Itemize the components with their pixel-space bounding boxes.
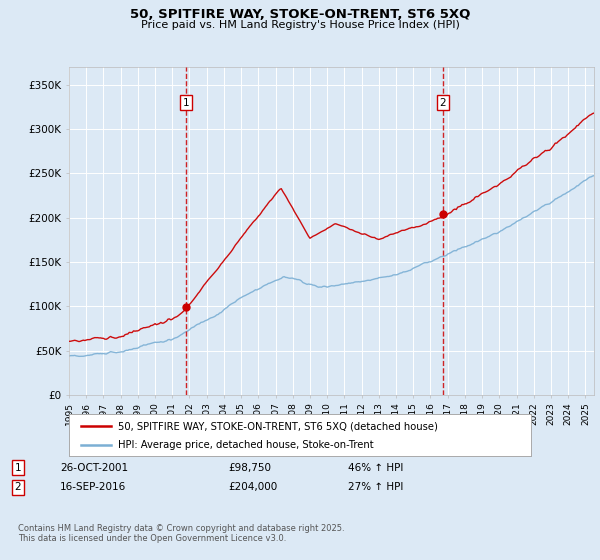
Text: 1: 1: [183, 97, 190, 108]
Text: HPI: Average price, detached house, Stoke-on-Trent: HPI: Average price, detached house, Stok…: [118, 440, 373, 450]
Text: 27% ↑ HPI: 27% ↑ HPI: [348, 482, 403, 492]
Text: 50, SPITFIRE WAY, STOKE-ON-TRENT, ST6 5XQ: 50, SPITFIRE WAY, STOKE-ON-TRENT, ST6 5X…: [130, 8, 470, 21]
Text: Price paid vs. HM Land Registry's House Price Index (HPI): Price paid vs. HM Land Registry's House …: [140, 20, 460, 30]
Text: 26-OCT-2001: 26-OCT-2001: [60, 463, 128, 473]
Text: £98,750: £98,750: [228, 463, 271, 473]
Text: 1: 1: [14, 463, 22, 473]
Text: 2: 2: [439, 97, 446, 108]
Text: £204,000: £204,000: [228, 482, 277, 492]
Text: 2: 2: [14, 482, 22, 492]
Text: Contains HM Land Registry data © Crown copyright and database right 2025.
This d: Contains HM Land Registry data © Crown c…: [18, 524, 344, 543]
Text: 50, SPITFIRE WAY, STOKE-ON-TRENT, ST6 5XQ (detached house): 50, SPITFIRE WAY, STOKE-ON-TRENT, ST6 5X…: [118, 421, 437, 431]
Text: 46% ↑ HPI: 46% ↑ HPI: [348, 463, 403, 473]
Text: 16-SEP-2016: 16-SEP-2016: [60, 482, 126, 492]
